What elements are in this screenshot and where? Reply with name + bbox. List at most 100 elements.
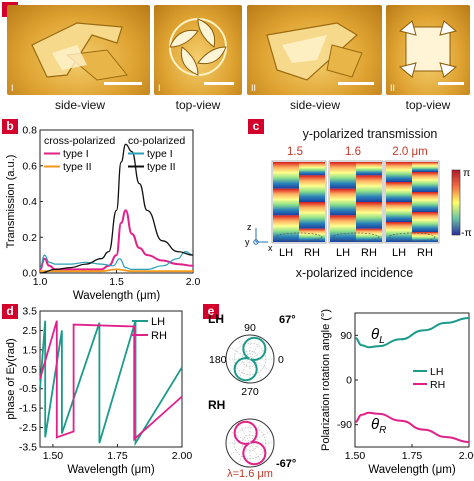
d-y-tick-label: -0.5	[19, 383, 37, 395]
e-x-tick-label: 1.75	[402, 450, 423, 462]
c-phase-band	[412, 212, 438, 232]
c-phase-band	[412, 192, 438, 212]
panel-d-label: d	[2, 304, 18, 319]
type-ii-side-view-image: II	[247, 5, 382, 95]
lh-polar-spoke	[229, 346, 271, 372]
phase-chart: 1.50 1.75 2.00 3.5 2.5 1.5 0.5 -0.5 -1.5 -2.5 -3.5…	[5, 306, 192, 477]
panel-c-label: c	[248, 119, 264, 134]
c-phase-band	[299, 162, 325, 176]
c-phase-band	[356, 162, 382, 176]
scale-bar	[104, 82, 142, 85]
e-series-RH-line	[354, 411, 470, 443]
type-ii-top-view-structure	[398, 20, 458, 78]
polar-plots: LH 90 180 0 270 67° RH -67°λ=1.6 μm	[208, 312, 296, 480]
c-field-group-frame	[271, 160, 327, 244]
scale-bar	[204, 82, 234, 85]
e-lh-title: LH	[208, 312, 224, 326]
d-y-tick-label: 3.5	[22, 306, 37, 318]
c-col-label: LH	[392, 247, 406, 259]
d-y-tick-label: -3.5	[19, 442, 37, 454]
c-phase-band	[273, 188, 299, 216]
c-structure-outline	[332, 232, 380, 242]
caption-top-view-ii: top-view	[405, 98, 451, 112]
e-rh-angle: -67°	[276, 458, 296, 470]
d-series-RH-line	[39, 320, 183, 442]
d-y-tick-label: -2.5	[19, 422, 37, 434]
d-y-tick-label: 1.5	[22, 344, 37, 356]
c-phase-band	[412, 232, 438, 242]
caption-top-view-i: top-view	[175, 98, 221, 112]
e-angle-270: 270	[241, 386, 259, 398]
type-ii-top-label: II	[390, 83, 396, 93]
e-wavelength-note: λ=1.6 μm	[227, 468, 273, 480]
wavelength-2: 1.6	[345, 146, 361, 158]
b-legend-cross-title: cross-polarized	[44, 135, 115, 147]
c-phase-band	[356, 175, 382, 202]
e-legend-item: RH	[430, 379, 445, 391]
c-phase-band	[299, 228, 325, 242]
e-x-tick-label: 2.00	[459, 450, 474, 462]
e-y-axis-label: Polarization rotation angle (°)	[320, 309, 332, 451]
c-phase-band	[356, 228, 382, 242]
caption-side-view-ii: side-view	[289, 98, 340, 112]
d-legend-item: LH	[151, 316, 165, 328]
c-phase-band	[386, 182, 412, 202]
d-y-tick-label: 2.5	[22, 325, 37, 337]
bottom-title: x-polarized incidence	[295, 266, 414, 280]
e-theta-r-symbol: θ	[371, 416, 379, 433]
e-x-tick-label: 1.50	[345, 450, 366, 462]
c-phase-band	[273, 215, 299, 242]
b-y-tick-label: 0.4	[22, 196, 37, 208]
d-x-tick-label: 1.75	[107, 450, 128, 462]
transmission-chart: 1.0 1.5 2.0 0.0 0.2 0.4 0.6 0.8 Wavelength (μm) T…	[5, 125, 200, 303]
e-legend-item: LH	[430, 366, 443, 378]
e-rh-title: RH	[208, 398, 225, 412]
c-phase-band	[356, 202, 382, 229]
d-legend-item: RH	[151, 330, 167, 342]
d-y-tick-label: 0.5	[22, 364, 37, 376]
c-structure-outline	[275, 232, 323, 242]
rh-polar-pattern	[233, 420, 267, 466]
scale-bar	[338, 82, 374, 85]
type-ii-top-view-image: II	[386, 5, 470, 95]
b-series-1-line	[39, 268, 193, 273]
e-y-tick-label: -90	[337, 419, 352, 431]
c-phase-band	[386, 162, 412, 182]
c-phase-band	[330, 162, 356, 189]
c-phase-band	[412, 162, 438, 172]
type-i-side-view-image: I	[7, 5, 150, 95]
c-phase-band	[299, 202, 325, 229]
type-i-top-label: I	[158, 83, 161, 93]
c-axis-y-label: y	[245, 237, 250, 247]
d-x-tick-label: 1.50	[43, 450, 64, 462]
panel-e-label: e	[203, 304, 219, 319]
type-i-top-view-image: I	[154, 5, 242, 95]
c-col-label: LH	[336, 247, 350, 259]
b-x-tick-label: 1.5	[109, 276, 124, 288]
type-ii-side-label: II	[251, 83, 257, 93]
c-phase-band	[386, 202, 412, 222]
b-legend-item: type II	[63, 161, 92, 173]
b-x-tick-label: 1.0	[33, 276, 48, 288]
e-y-tick-label: 90	[340, 330, 352, 342]
e-y-tick-label: 0	[346, 375, 352, 387]
b-legend-co-title: co-polarized	[128, 135, 185, 147]
field-maps: LH RH LH RH LH RH π -π zy x	[245, 160, 472, 259]
e-theta-l-label: θL	[371, 326, 385, 346]
scale-bar	[438, 82, 464, 85]
c-col-label: RH	[417, 247, 433, 259]
e-theta-r-label: θR	[371, 416, 386, 436]
wavelength-3: 2.0 μm	[392, 146, 428, 158]
e-theta-l-symbol: θ	[371, 326, 379, 343]
rh-polar-spoke	[229, 430, 271, 456]
b-y-tick-label: 0.2	[22, 232, 37, 244]
lh-polar-pattern	[233, 336, 267, 382]
e-x-axis-label: Wavelength (μm)	[368, 464, 456, 476]
panel-b-label: b	[2, 119, 18, 134]
wavelength-1: 1.5	[287, 146, 303, 158]
c-structure-outline	[388, 232, 436, 242]
b-series-2-line	[39, 250, 194, 270]
b-series-0-line	[39, 209, 194, 271]
c-phase-band	[330, 215, 356, 242]
type-ii-side-view-structure	[266, 22, 363, 81]
